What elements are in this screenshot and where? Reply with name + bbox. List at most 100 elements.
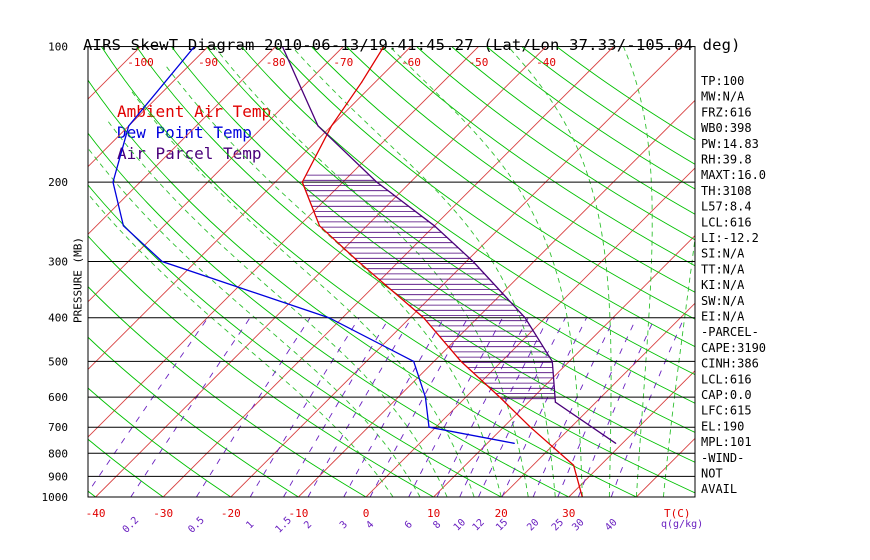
mixing-ratio-tick-label: 6 <box>403 519 415 531</box>
dry-adiabat-line <box>241 46 695 376</box>
isotherm-line <box>88 46 141 100</box>
stability-index-label: AVAIL <box>701 482 737 496</box>
dry-adiabat-line <box>276 46 695 348</box>
parcel-point <box>615 442 617 444</box>
parcel-point <box>317 125 319 127</box>
pressure-tick-label: 900 <box>48 470 68 483</box>
temp-tick-label: -40 <box>86 507 106 520</box>
temp-tick-label: 20 <box>495 507 508 520</box>
dry-adiabat-line <box>88 286 367 498</box>
dewpoint-point <box>428 426 430 428</box>
isotherm-line <box>162 46 615 498</box>
ambient-temp-point <box>423 317 425 319</box>
mixing-ratio-line <box>532 317 615 498</box>
legend-ambient: Ambient Air Temp <box>117 102 272 121</box>
stability-index-label: KI:N/A <box>701 278 745 292</box>
mixing-ratio-line <box>459 317 549 498</box>
mixing-ratio-line <box>557 317 637 498</box>
moist-adiabat-line <box>291 46 556 498</box>
stability-index-label: TP:100 <box>701 74 744 88</box>
dry-adiabat-line <box>451 46 695 215</box>
top-temp-tick-label: -70 <box>333 56 353 69</box>
plot-area <box>0 46 695 498</box>
mixing-ratio-line <box>283 317 390 498</box>
moist-adiabat-line <box>130 89 475 498</box>
top-temp-tick-label: -100 <box>127 56 154 69</box>
dry-adiabat-line <box>381 46 695 267</box>
stability-index-label: PW:14.83 <box>701 137 759 151</box>
dry-adiabat-line <box>556 46 695 141</box>
isotherm-line <box>500 302 695 498</box>
isotherm-line <box>88 46 479 438</box>
parcel-point <box>551 360 553 362</box>
dry-adiabat-line <box>88 336 299 498</box>
isotherm-line <box>88 46 412 371</box>
isotherm-line <box>298 99 695 498</box>
stability-index-label: L57:8.4 <box>701 200 752 214</box>
plot-frame <box>87 46 696 498</box>
moist-adiabat-line <box>622 46 653 498</box>
isotherm-line <box>230 46 682 498</box>
pressure-tick-label: 100 <box>48 41 68 54</box>
top-temp-tick-label: -90 <box>198 56 218 69</box>
mixing-ratio-tick-label: 1 <box>244 519 256 531</box>
ambient-temp-point <box>318 225 321 227</box>
dry-adiabat-line <box>88 387 232 498</box>
temp-tick-label: -20 <box>221 507 241 520</box>
parcel-point <box>524 317 526 319</box>
dewpoint-line <box>112 46 515 444</box>
dewpoint-point <box>413 360 415 362</box>
stability-index-label: WB0:398 <box>701 121 752 135</box>
pressure-tick-label: 500 <box>48 355 68 368</box>
dry-adiabat-line <box>101 46 695 494</box>
stability-index-label: SI:N/A <box>701 247 745 261</box>
stability-index-label: NOT <box>701 467 723 481</box>
parcel-point <box>554 401 557 403</box>
stability-index-label: SW:N/A <box>701 294 745 308</box>
isotherm-line <box>88 46 344 303</box>
mixing-ratio-tick-label: 40 <box>603 517 619 533</box>
stability-index-label: TH:3108 <box>701 184 752 198</box>
mixing-ratio-tick-label: 0.2 <box>121 515 142 536</box>
legend-parcel: Air Parcel Temp <box>117 144 262 163</box>
stability-index-label: LCL:616 <box>701 215 752 229</box>
mixing-ratio-tick-label: 8 <box>431 519 443 531</box>
dry-adiabat-line <box>0 47 28 497</box>
dewpoint-point <box>112 181 114 183</box>
dry-adiabat-line <box>206 46 695 404</box>
isotherm-line <box>568 370 695 498</box>
isotherm-line <box>95 46 547 498</box>
stability-index-label: -PARCEL- <box>701 325 759 339</box>
temp-tick-label: -30 <box>153 507 173 520</box>
dewpoint-point <box>161 260 163 263</box>
stability-index-label: TT:N/A <box>701 262 745 276</box>
stability-index-label: MPL:101 <box>701 435 752 449</box>
temp-tick-label: 0 <box>363 507 370 520</box>
dry-adiabat-line <box>171 46 695 433</box>
parcel-point <box>376 181 378 183</box>
ambient-temp-point <box>330 125 333 127</box>
dry-adiabat-line <box>136 46 695 463</box>
stability-index-label: RH:39.8 <box>701 153 752 167</box>
dry-adiabat-line <box>88 132 570 498</box>
dewpoint-point <box>128 125 130 127</box>
dry-adiabat-line <box>521 46 695 165</box>
stability-index-label: CAPE:3190 <box>701 341 766 355</box>
moist-adiabat-line <box>662 235 695 498</box>
moist-adiabat-line <box>213 46 529 498</box>
pressure-tick-label: 300 <box>48 256 68 269</box>
mixing-ratio-tick-label: 10 <box>452 517 468 533</box>
temp-tick-label: 30 <box>562 507 575 520</box>
ambient-temp-point <box>573 464 575 466</box>
stability-index-label: EL:190 <box>701 419 744 433</box>
ambient-temp-point <box>529 426 532 428</box>
top-temp-tick-label: -40 <box>536 56 556 69</box>
legend-dewpoint: Dew Point Temp <box>117 123 252 142</box>
temp-tick-label: 10 <box>427 507 440 520</box>
ambient-temp-line <box>301 46 583 498</box>
stability-index-label: LI:-12.2 <box>701 231 759 245</box>
ambient-temp-point <box>361 81 363 83</box>
stability-index-label: CAP:0.0 <box>701 388 752 402</box>
mixing-ratio-tick-label: 4 <box>364 519 376 531</box>
